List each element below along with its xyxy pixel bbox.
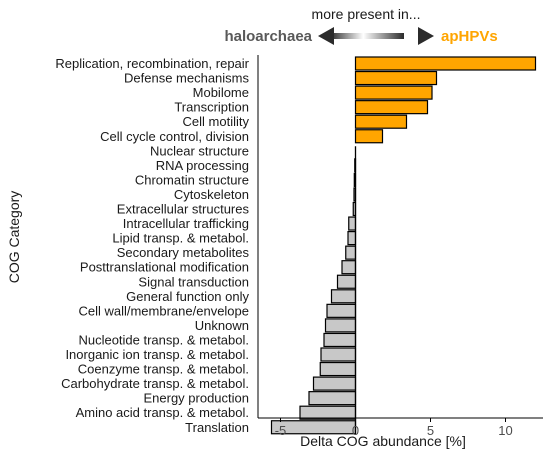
category-label: Unknown	[195, 318, 249, 333]
x-axis-ticks: -5 0 5 10	[275, 418, 513, 438]
category-label: Intracellular trafficking	[123, 216, 249, 231]
category-label: RNA processing	[156, 158, 249, 173]
bar-18	[326, 303, 357, 318]
category-label: Transcription	[174, 100, 249, 115]
bar-21	[320, 347, 357, 362]
category-label: Nuclear structure	[150, 143, 249, 158]
category-label: Amino acid transp. & metabol.	[76, 405, 249, 420]
bar-22	[319, 361, 357, 377]
axes-layer	[257, 55, 543, 434]
category-label: Cell wall/membrane/envelope	[78, 303, 249, 318]
bar-3	[354, 85, 433, 100]
category-label: General function only	[126, 289, 249, 304]
bar-15	[341, 260, 357, 275]
category-label: Mobilome	[193, 85, 249, 100]
category-label: Coenzyme transp. & metabol.	[78, 362, 249, 377]
bar-14	[345, 245, 357, 260]
category-label: Cell cycle control, division	[100, 129, 249, 144]
bars-layer	[270, 56, 537, 435]
bar-2	[354, 70, 438, 86]
double-arrow-icon	[318, 27, 434, 45]
category-label: Chromatin structure	[135, 172, 249, 187]
category-label: Nucleotide transp. & metabol.	[78, 332, 249, 347]
category-label: Posttranslational modification	[80, 260, 249, 275]
category-label: Energy production	[143, 391, 249, 406]
category-label: Translation	[185, 420, 249, 435]
bar-25	[299, 405, 357, 420]
x-tick-label: 5	[427, 423, 434, 438]
category-label: Extracellular structures	[117, 202, 250, 217]
bar-20	[323, 332, 357, 348]
y-axis-title: COG Category	[6, 191, 22, 284]
annotation-right-label: apHPVs	[441, 28, 498, 45]
annotation-left-label: haloarchaea	[224, 28, 312, 45]
x-axis-title: Delta COG abundance [%]	[300, 433, 466, 449]
bar-6	[354, 129, 384, 144]
category-label: Inorganic ion transp. & metabol.	[65, 347, 249, 362]
category-label: Signal transduction	[138, 274, 249, 289]
annotation-title: more present in...	[312, 6, 421, 22]
bar-13	[347, 231, 357, 246]
category-label: Replication, recombination, repair	[55, 56, 249, 71]
bar-24	[308, 391, 357, 406]
x-tick-label: 0	[352, 423, 359, 438]
bar-4	[354, 100, 429, 115]
category-label: Cell motility	[183, 114, 250, 129]
bar-1	[354, 56, 537, 71]
x-tick-label: 10	[498, 423, 512, 438]
x-tick-label: -5	[275, 423, 287, 438]
category-label: Carbohydrate transp. & metabol.	[61, 376, 249, 391]
category-label: Lipid transp. & metabol.	[112, 231, 249, 246]
bar-12	[348, 216, 357, 231]
category-label: Secondary metabolites	[117, 245, 250, 260]
bar-17	[330, 289, 357, 304]
bar-19	[324, 318, 357, 333]
category-labels: Replication, recombination, repairDefens…	[55, 56, 249, 435]
bar-23	[312, 376, 357, 391]
category-label: Cytoskeleton	[174, 187, 249, 202]
category-label: Defense mechanisms	[124, 71, 249, 86]
bar-16	[336, 274, 357, 289]
bar-5	[354, 114, 408, 129]
